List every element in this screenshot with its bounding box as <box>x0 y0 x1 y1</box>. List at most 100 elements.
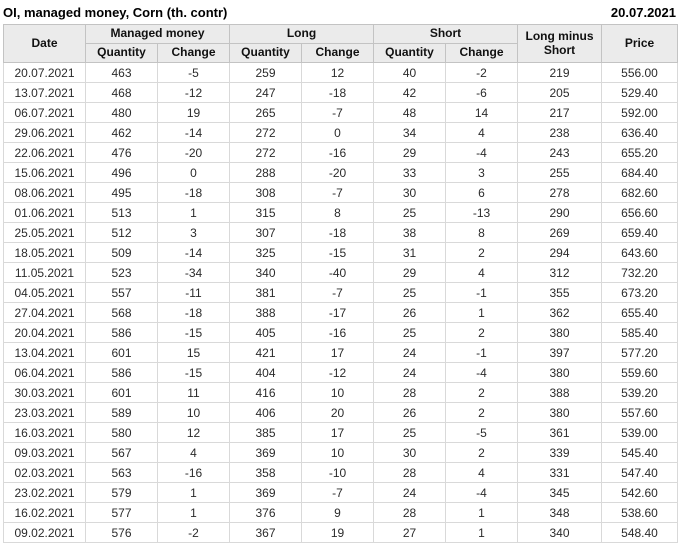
long-minus-short-cell: 380 <box>517 402 603 423</box>
subheader-mm-change: Change <box>157 43 230 63</box>
long-minus-short-cell: 238 <box>517 122 603 143</box>
mm-quantity-cell: 513 <box>85 202 158 223</box>
long-change-cell: 19 <box>300 522 375 543</box>
mm-change-cell: 1 <box>157 202 230 223</box>
date-cell: 02.03.2021 <box>3 462 86 483</box>
price-cell: 592.00 <box>601 102 679 123</box>
long-minus-short-cell: 290 <box>517 202 603 223</box>
table-row: 20.04.2021 586 -15 405 -16 25 2 380 585.40 <box>3 322 679 343</box>
mm-quantity-cell: 463 <box>85 62 158 83</box>
long-minus-short-cell: 269 <box>517 222 603 243</box>
date-cell: 09.02.2021 <box>3 522 86 543</box>
short-change-cell: -2 <box>445 62 519 83</box>
short-change-cell: -4 <box>445 142 519 163</box>
short-quantity-cell: 25 <box>373 202 447 223</box>
short-quantity-cell: 24 <box>373 362 447 383</box>
short-change-cell: 6 <box>445 182 519 203</box>
long-quantity-cell: 404 <box>229 362 302 383</box>
table-row: 06.07.2021 480 19 265 -7 48 14 217 592.00 <box>3 102 679 123</box>
short-change-cell: -6 <box>445 82 519 103</box>
short-quantity-cell: 26 <box>373 402 447 423</box>
long-quantity-cell: 367 <box>229 522 302 543</box>
table-row: 18.05.2021 509 -14 325 -15 31 2 294 643.60 <box>3 242 679 263</box>
date-cell: 29.06.2021 <box>3 122 86 143</box>
price-cell: 548.40 <box>601 522 679 543</box>
long-quantity-cell: 421 <box>229 342 302 363</box>
short-quantity-cell: 40 <box>373 62 447 83</box>
mm-quantity-cell: 601 <box>85 342 158 363</box>
price-cell: 557.60 <box>601 402 679 423</box>
subheader-long-change: Change <box>300 43 375 63</box>
mm-change-cell: -5 <box>157 62 230 83</box>
date-cell: 08.06.2021 <box>3 182 86 203</box>
long-change-cell: -7 <box>300 282 375 303</box>
date-cell: 22.06.2021 <box>3 142 86 163</box>
mm-quantity-cell: 476 <box>85 142 158 163</box>
long-change-cell: -40 <box>300 262 375 283</box>
mm-change-cell: -11 <box>157 282 230 303</box>
mm-change-cell: 4 <box>157 442 230 463</box>
price-cell: 542.60 <box>601 482 679 503</box>
long-minus-short-cell: 278 <box>517 182 603 203</box>
mm-change-cell: 1 <box>157 482 230 503</box>
mm-quantity-cell: 577 <box>85 502 158 523</box>
long-quantity-cell: 381 <box>229 282 302 303</box>
price-cell: 732.20 <box>601 262 679 283</box>
table-row: 01.06.2021 513 1 315 8 25 -13 290 656.60 <box>3 202 679 223</box>
long-change-cell: -17 <box>300 302 375 323</box>
column-header-date: Date <box>3 24 86 63</box>
price-cell: 655.20 <box>601 142 679 163</box>
table-header: Date Managed money Long Short Long minus… <box>3 24 679 63</box>
long-minus-short-cell: 255 <box>517 162 603 183</box>
mm-quantity-cell: 563 <box>85 462 158 483</box>
short-change-cell: -1 <box>445 342 519 363</box>
long-change-cell: 17 <box>300 342 375 363</box>
short-quantity-cell: 24 <box>373 342 447 363</box>
mm-change-cell: 11 <box>157 382 230 403</box>
long-minus-short-cell: 243 <box>517 142 603 163</box>
table-row: 16.03.2021 580 12 385 17 25 -5 361 539.00 <box>3 422 679 443</box>
long-quantity-cell: 388 <box>229 302 302 323</box>
mm-quantity-cell: 586 <box>85 362 158 383</box>
date-cell: 27.04.2021 <box>3 302 86 323</box>
long-minus-short-cell: 219 <box>517 62 603 83</box>
mm-change-cell: -12 <box>157 82 230 103</box>
price-cell: 538.60 <box>601 502 679 523</box>
long-change-cell: 12 <box>300 62 375 83</box>
short-change-cell: -4 <box>445 482 519 503</box>
price-cell: 673.20 <box>601 282 679 303</box>
table-row: 23.03.2021 589 10 406 20 26 2 380 557.60 <box>3 402 679 423</box>
long-minus-short-cell: 294 <box>517 242 603 263</box>
mm-quantity-cell: 480 <box>85 102 158 123</box>
long-quantity-cell: 308 <box>229 182 302 203</box>
mm-change-cell: -15 <box>157 322 230 343</box>
mm-quantity-cell: 468 <box>85 82 158 103</box>
long-minus-short-cell: 331 <box>517 462 603 483</box>
column-header-long-minus-short: Long minus Short <box>517 24 603 63</box>
long-change-cell: -20 <box>300 162 375 183</box>
date-cell: 18.05.2021 <box>3 242 86 263</box>
date-cell: 01.06.2021 <box>3 202 86 223</box>
page-title: OI, managed money, Corn (th. contr) <box>3 4 228 20</box>
short-change-cell: 2 <box>445 322 519 343</box>
price-cell: 559.60 <box>601 362 679 383</box>
mm-change-cell: -16 <box>157 462 230 483</box>
table-row: 15.06.2021 496 0 288 -20 33 3 255 684.40 <box>3 162 679 183</box>
mm-quantity-cell: 523 <box>85 262 158 283</box>
mm-change-cell: -15 <box>157 362 230 383</box>
short-change-cell: 8 <box>445 222 519 243</box>
long-minus-short-cell: 362 <box>517 302 603 323</box>
column-header-price: Price <box>601 24 679 63</box>
price-cell: 585.40 <box>601 322 679 343</box>
date-cell: 15.06.2021 <box>3 162 86 183</box>
short-quantity-cell: 28 <box>373 462 447 483</box>
date-cell: 16.02.2021 <box>3 502 86 523</box>
date-cell: 13.04.2021 <box>3 342 86 363</box>
table-body: 20.07.2021 463 -5 259 12 40 -2 219 556.00 13.07.2… <box>3 62 679 543</box>
mm-change-cell: -14 <box>157 122 230 143</box>
mm-quantity-cell: 462 <box>85 122 158 143</box>
price-cell: 547.40 <box>601 462 679 483</box>
long-quantity-cell: 307 <box>229 222 302 243</box>
long-quantity-cell: 385 <box>229 422 302 443</box>
price-cell: 684.40 <box>601 162 679 183</box>
